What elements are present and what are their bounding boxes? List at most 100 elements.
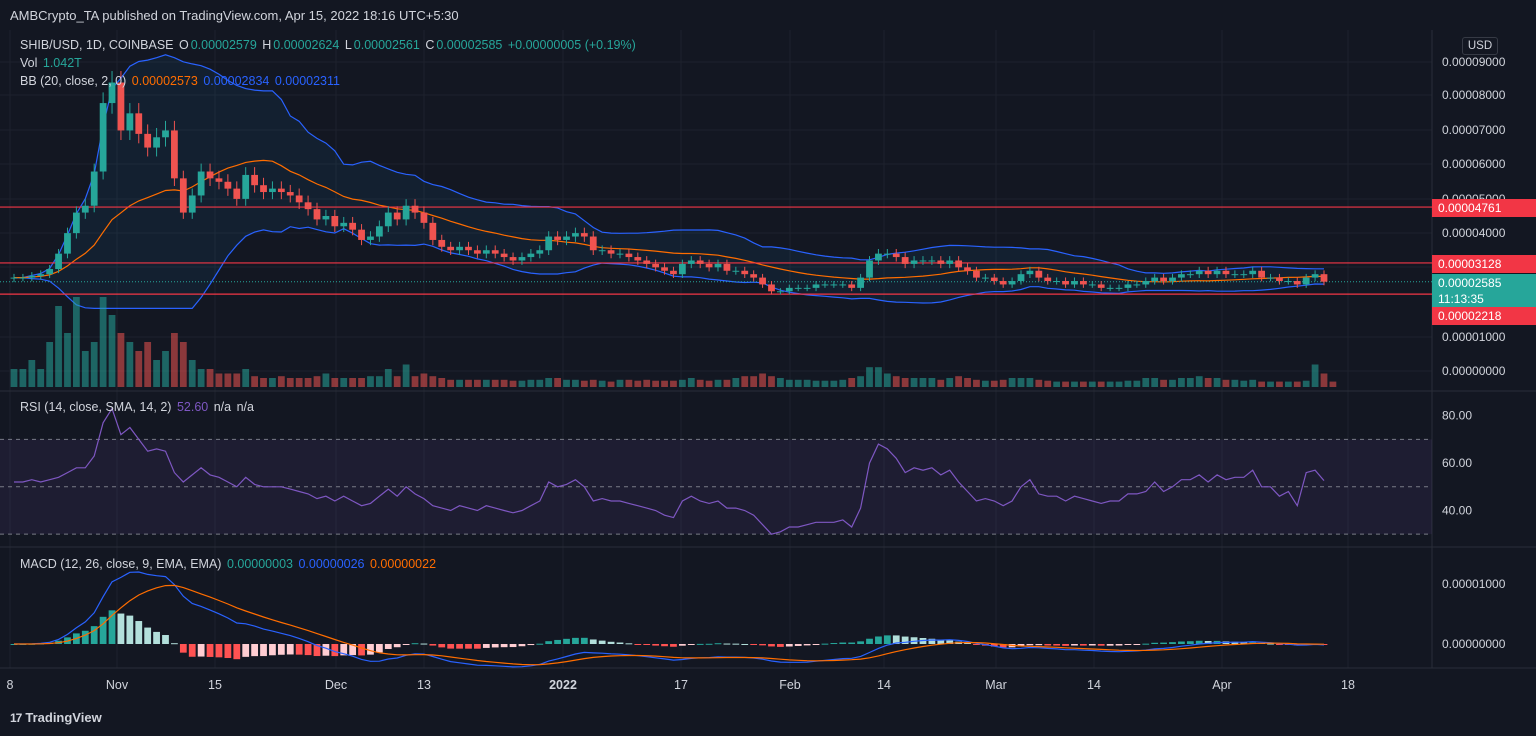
macd-hist-bar xyxy=(188,644,196,657)
macd-hist-bar xyxy=(135,621,143,644)
candle-body xyxy=(848,284,856,288)
candle-body xyxy=(1062,281,1069,285)
volume-bar xyxy=(224,373,232,387)
candle-body xyxy=(340,222,348,227)
candle-body xyxy=(973,270,980,278)
volume-bar xyxy=(527,379,535,387)
macd-hist-bar xyxy=(117,613,125,644)
time-tick-label: Dec xyxy=(325,678,347,692)
candle-body xyxy=(402,205,410,220)
candle-body xyxy=(696,260,704,264)
volume-bar xyxy=(946,378,954,387)
candle-body xyxy=(55,253,62,270)
candle-body xyxy=(616,253,624,255)
candle-body xyxy=(1133,284,1141,286)
tradingview-logo[interactable]: 17 TradingView xyxy=(10,710,102,725)
bb-label[interactable]: BB (20, close, 2, 0) xyxy=(20,74,127,88)
volume-bar xyxy=(580,380,588,387)
volume-bar xyxy=(545,378,553,387)
candle-body xyxy=(955,260,963,268)
macd-hist-bar xyxy=(81,630,89,644)
volume-bar xyxy=(1213,378,1221,387)
macd-hist-bar xyxy=(1106,644,1114,646)
price-tick-label: 0.00000000 xyxy=(1442,364,1506,378)
candle-body xyxy=(821,284,829,286)
volume-bar xyxy=(678,379,686,387)
macd-hist-bar xyxy=(509,644,517,648)
macd-hist-bar xyxy=(785,644,793,647)
candle-body xyxy=(1169,277,1176,282)
macd-hist-bar xyxy=(545,641,553,644)
macd-hist-bar xyxy=(625,643,633,645)
macd-hist-bar xyxy=(794,644,802,646)
volume-bar xyxy=(1080,381,1087,387)
price-axis: 0.00009000 0.00008000 0.00007000 0.00006000… xyxy=(1442,55,1506,651)
volume-bar xyxy=(108,315,116,387)
macd-hist-bar xyxy=(358,644,365,656)
macd-hist-bar xyxy=(90,626,98,644)
time-axis: 8 Nov 15 Dec 13 2022 17 Feb 14 Mar 14 Apr 18 xyxy=(7,678,1355,692)
volume-bar xyxy=(670,380,677,387)
bollinger-basis-line xyxy=(14,159,1324,283)
candle-body xyxy=(1284,281,1292,283)
macd-label[interactable]: MACD (12, 26, close, 9, EMA, EMA) xyxy=(20,557,222,571)
time-tick-label: 18 xyxy=(1341,678,1355,692)
volume-bar xyxy=(81,351,89,387)
symbol-label[interactable]: SHIB/USD, 1D, COINBASE xyxy=(20,38,174,52)
volume-bar xyxy=(438,378,446,387)
volume-bar xyxy=(687,378,695,387)
candle-body xyxy=(1106,287,1114,289)
volume-bar xyxy=(741,376,749,387)
macd-hist-bar xyxy=(260,644,267,657)
candle-body xyxy=(117,82,125,131)
rsi-na-1: n/a xyxy=(213,400,232,414)
rsi-label[interactable]: RSI (14, close, SMA, 14, 2) xyxy=(20,400,172,414)
candle-body xyxy=(1142,281,1150,285)
candle-body xyxy=(705,263,713,268)
macd-hist-bar xyxy=(313,644,321,657)
volume-bar xyxy=(313,376,321,387)
currency-button[interactable]: USD xyxy=(1462,37,1498,55)
candle-body xyxy=(295,195,303,203)
candle-body xyxy=(794,287,802,289)
macd-hist-bar xyxy=(777,644,784,647)
candle-body xyxy=(1204,270,1212,275)
candle-body xyxy=(999,281,1007,285)
macd-hist-bar xyxy=(875,636,882,644)
tradingview-logo-text: TradingView xyxy=(25,710,102,725)
volume-label[interactable]: Vol xyxy=(20,56,38,70)
candle-body xyxy=(910,260,918,264)
macd-hist-bar xyxy=(269,644,276,656)
price-chart[interactable]: 0.00009000 0.00008000 0.00007000 0.00006000… xyxy=(0,30,1536,704)
candle-body xyxy=(144,133,152,148)
candle-body xyxy=(866,260,873,278)
volume-bar xyxy=(1115,381,1123,387)
volume-bar xyxy=(875,367,882,387)
candle-body xyxy=(420,212,428,223)
macd-hist-bar xyxy=(973,644,980,645)
macd-hist-bar xyxy=(607,641,615,644)
macd-hist-bar xyxy=(803,644,811,646)
volume-bar xyxy=(572,379,579,387)
volume-bar xyxy=(919,378,927,387)
candle-body xyxy=(28,275,36,278)
volume-bar xyxy=(46,342,54,387)
volume-bar xyxy=(10,369,18,387)
volume-bar xyxy=(830,380,838,387)
macd-hist-bar xyxy=(1071,644,1078,646)
macd-hist-bar xyxy=(821,643,829,645)
macd-hist-bar xyxy=(286,644,294,655)
candle-body xyxy=(1293,281,1301,285)
macd-hist-bar xyxy=(367,644,374,655)
macd-hist-bar xyxy=(652,644,660,646)
candle-body xyxy=(269,188,276,193)
macd-hist-bar xyxy=(242,644,250,657)
volume-bar xyxy=(367,376,374,387)
grid-lines xyxy=(0,30,1432,668)
time-tick-label: Apr xyxy=(1212,678,1231,692)
candle-body xyxy=(723,263,731,271)
volume-bar xyxy=(1204,378,1212,387)
rsi-legend: RSI (14, close, SMA, 14, 2) 52.60 n/a n/… xyxy=(20,400,256,414)
time-tick-label: Mar xyxy=(985,678,1007,692)
macd-hist-bar xyxy=(1017,644,1025,647)
